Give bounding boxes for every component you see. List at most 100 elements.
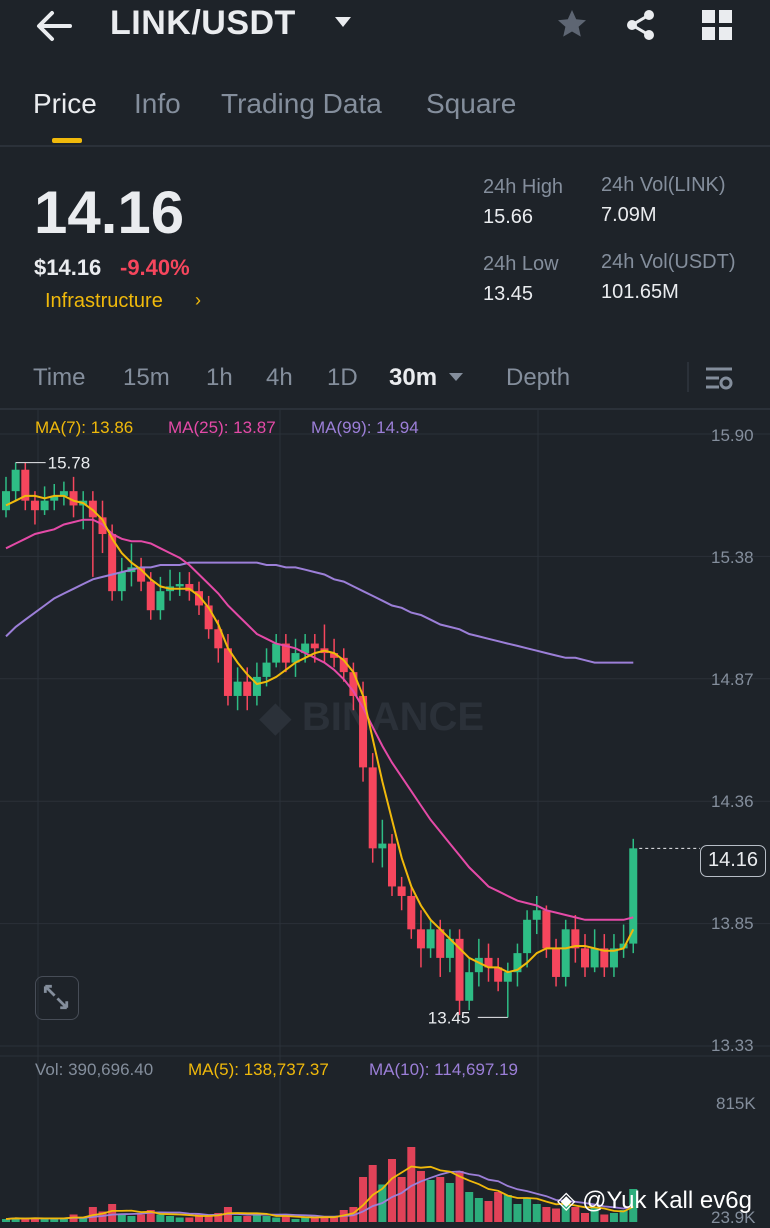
volume-bar	[426, 1180, 435, 1222]
tf-30m[interactable]: 30m	[389, 364, 438, 391]
candle-body	[359, 695, 368, 768]
tf-depth[interactable]: Depth	[506, 364, 571, 391]
volume-bar	[436, 1177, 445, 1222]
vol-quote-value: 101.65M	[601, 281, 679, 303]
candle-body	[609, 948, 618, 968]
candle-body	[455, 938, 464, 1001]
volume-bar	[455, 1171, 464, 1222]
volume-bar	[600, 1214, 609, 1222]
candle-body	[523, 919, 532, 954]
volume-bar	[50, 1219, 59, 1222]
tf-time[interactable]: Time	[33, 364, 86, 391]
candle-body	[301, 643, 310, 654]
volume-bar	[185, 1217, 194, 1222]
vol-base-label: 24h Vol(LINK)	[601, 174, 726, 196]
candle-body	[2, 491, 10, 511]
chevron-right-icon[interactable]: ›	[195, 290, 201, 310]
volume-bar	[252, 1214, 261, 1222]
tf-4h[interactable]: 4h	[266, 364, 293, 391]
candle-body	[368, 767, 377, 849]
volume-bar	[166, 1216, 175, 1222]
candle-body	[445, 938, 454, 958]
back-arrow-icon[interactable]	[34, 8, 74, 44]
star-icon[interactable]	[556, 8, 588, 40]
volume-bar	[494, 1192, 503, 1222]
price-axis-label: 15.90	[711, 426, 754, 445]
pair-title[interactable]: LINK/USDT	[110, 4, 296, 42]
tf-1d[interactable]: 1D	[327, 364, 358, 391]
expand-chart-button[interactable]	[35, 976, 79, 1020]
candle-body	[426, 929, 435, 949]
candle-body	[629, 848, 638, 944]
chart-settings-icon[interactable]	[703, 362, 735, 394]
price-axis-label: 15.38	[711, 548, 754, 567]
tab-trading-data[interactable]: Trading Data	[221, 88, 382, 119]
candle-body	[40, 500, 49, 511]
volume-bar	[301, 1217, 310, 1222]
candle-body	[503, 972, 512, 982]
price-axis-label: 13.33	[711, 1036, 754, 1055]
volume-bar	[619, 1210, 628, 1222]
volume-bar	[291, 1219, 300, 1222]
volume-bar	[272, 1217, 281, 1222]
volume-bar	[214, 1213, 223, 1222]
volume-bar	[59, 1217, 68, 1222]
tf-1h[interactable]: 1h	[206, 364, 233, 391]
dropdown-icon[interactable]	[333, 12, 353, 32]
vol-ma5-line	[5, 1165, 634, 1220]
volume-bar	[474, 1198, 483, 1222]
candle-body	[185, 584, 194, 592]
tf-dropdown-icon[interactable]	[447, 370, 465, 384]
candle-body	[542, 910, 551, 949]
candle-body	[195, 591, 203, 606]
candle-body	[252, 676, 261, 696]
tab-info[interactable]: Info	[134, 88, 181, 119]
candle-body	[532, 910, 541, 920]
high-value: 15.66	[483, 206, 534, 228]
divider	[0, 408, 770, 410]
volume-bar	[416, 1171, 425, 1222]
volume-bar	[571, 1207, 580, 1222]
volume-bar	[581, 1213, 589, 1222]
low-marker-label: 13.45	[428, 1008, 471, 1027]
volume-bar	[175, 1217, 184, 1222]
volume-bar	[532, 1204, 541, 1222]
share-icon[interactable]	[624, 8, 658, 42]
volume-bar	[330, 1216, 339, 1222]
ma99-line	[5, 561, 634, 664]
tf-15m[interactable]: 15m	[123, 364, 170, 391]
candle-body	[272, 643, 281, 663]
vol-quote-label: 24h Vol(USDT)	[601, 251, 736, 273]
grid-menu-icon[interactable]	[700, 8, 734, 42]
volume-bar	[2, 1219, 10, 1222]
volume-bar	[397, 1177, 406, 1222]
low-value: 13.45	[483, 283, 534, 305]
candle-body	[494, 967, 503, 982]
candle-body	[50, 495, 59, 501]
volume-bar	[320, 1216, 329, 1222]
candle-body	[30, 500, 39, 511]
last-price: 14.16	[34, 179, 185, 246]
high-marker-label: 15.78	[48, 454, 91, 473]
volume-bar	[609, 1213, 618, 1222]
volume-bar	[233, 1216, 242, 1222]
low-label: 24h Low	[483, 253, 559, 275]
candle-body	[281, 643, 290, 663]
candle-body	[436, 929, 445, 958]
candle-body	[407, 895, 416, 930]
candle-body	[108, 534, 117, 592]
high-label: 24h High	[483, 176, 564, 198]
price-axis-label: 14.87	[711, 670, 754, 689]
volume-bar	[21, 1219, 30, 1222]
volume-bar	[137, 1214, 146, 1222]
volume-bar	[117, 1214, 126, 1222]
category-link[interactable]: Infrastructure	[45, 290, 163, 312]
volume-bar	[281, 1216, 290, 1222]
tab-price[interactable]: Price	[33, 88, 97, 119]
tab-square[interactable]: Square	[426, 88, 517, 119]
volume-bar	[590, 1207, 599, 1222]
volume-bar	[445, 1183, 454, 1222]
volume-bar	[368, 1165, 377, 1222]
usd-price: $14.16	[34, 255, 102, 280]
